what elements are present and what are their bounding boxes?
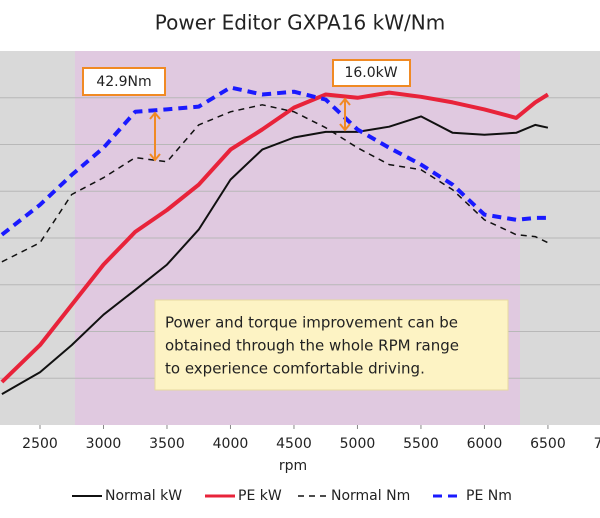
legend: Normal kW PE kW Normal Nm PE Nm xyxy=(72,488,512,504)
legend-label: Normal Nm xyxy=(331,488,410,504)
series-line xyxy=(1,104,549,263)
x-tick-label: 4000 xyxy=(213,436,249,452)
plot-area: 2500 3000 3500 4000 4500 5000 5500 6000 6500 7000 xyxy=(0,51,600,452)
annotation: 16.0kW xyxy=(344,65,397,81)
x-tick-label: 6500 xyxy=(530,436,566,452)
x-tick-label: 6000 xyxy=(467,436,503,452)
note-box xyxy=(154,299,509,391)
annotations: 42.9Nm 16.0kW Power and torque improveme… xyxy=(82,59,509,391)
x-tick-label: 4500 xyxy=(276,436,312,452)
x-tick-label: 2500 xyxy=(22,436,58,452)
x-tick-label: 7000 xyxy=(594,436,600,452)
legend-label: PE Nm xyxy=(466,488,512,504)
note-line: to experience comfortable driving. xyxy=(165,360,425,378)
note-line: Power and torque improvement can be xyxy=(165,314,458,332)
x-tick-label: 3500 xyxy=(149,436,185,452)
x-tick-label: 5500 xyxy=(403,436,439,452)
legend-label: Normal kW xyxy=(105,488,182,504)
chart-title: Power Editor GXPA16 kW/Nm xyxy=(155,11,445,35)
legend-label: PE kW xyxy=(238,488,282,504)
series-line xyxy=(0,85,548,237)
annotation: 42.9Nm xyxy=(96,74,151,90)
x-tick-label: 5000 xyxy=(340,436,376,452)
series-line xyxy=(1,115,549,395)
x-axis-label: rpm xyxy=(279,458,307,474)
arrows xyxy=(149,97,351,162)
note-line: obtained through the whole RPM range xyxy=(165,337,459,355)
annotation-box xyxy=(332,59,411,87)
series-line xyxy=(0,90,549,384)
annotation-box xyxy=(82,67,166,96)
x-tick-label: 3000 xyxy=(86,436,122,452)
